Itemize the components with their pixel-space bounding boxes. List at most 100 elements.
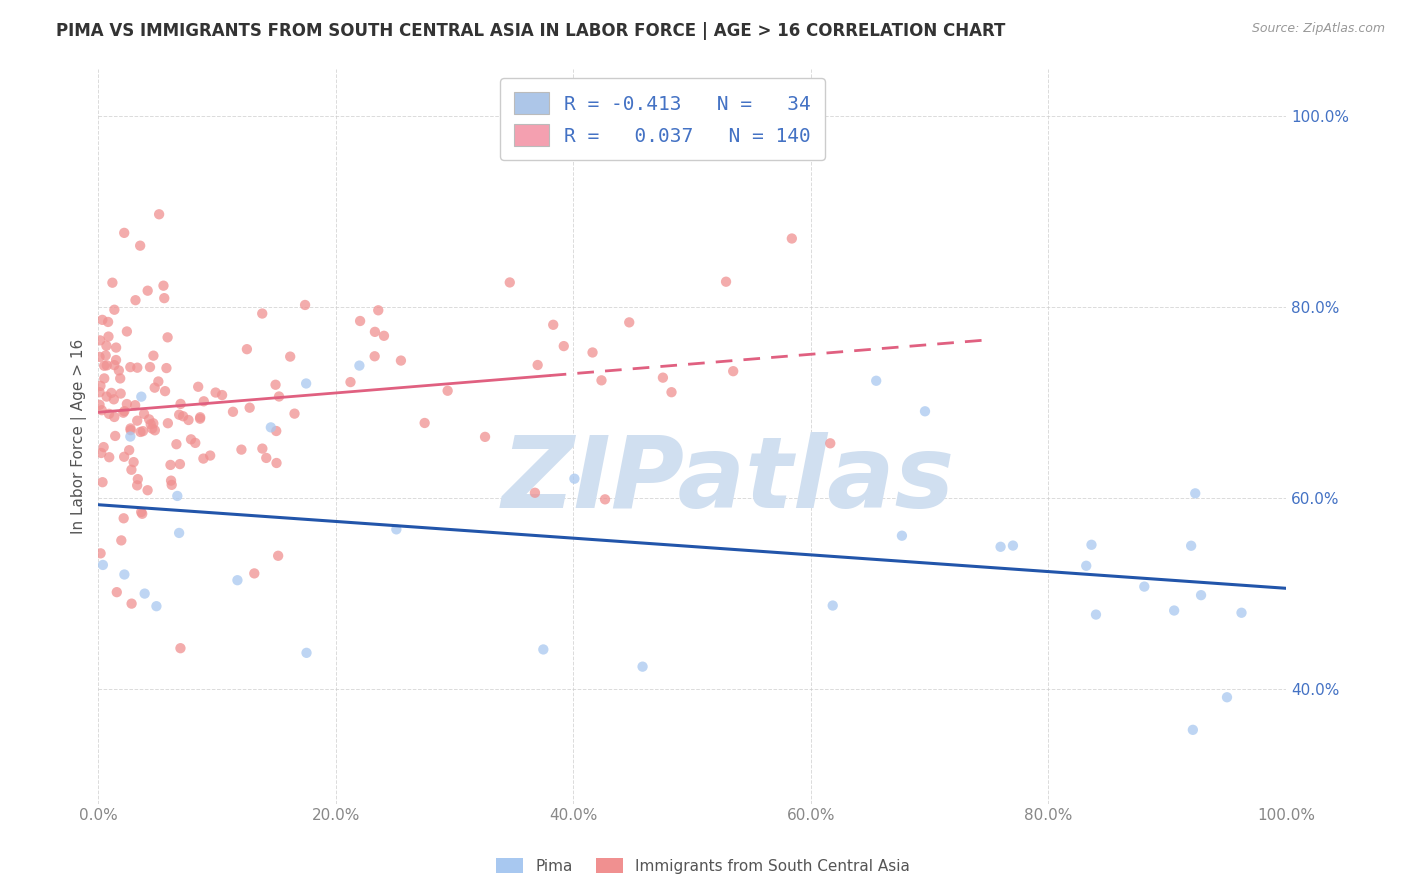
Point [120, 360, 142, 375]
Point [1133, 580, 1156, 594]
Legend: R = -0.413   N =   34, R =   0.037   N = 140: R = -0.413 N = 34, R = 0.037 N = 140 [501, 78, 825, 160]
Point [531, 642, 554, 657]
Text: ZIPatlas: ZIPatlas [501, 432, 955, 529]
Point [155, 361, 177, 376]
Point [90, 446, 112, 460]
Point [619, 315, 641, 329]
Text: PIMA VS IMMIGRANTS FROM SOUTH CENTRAL ASIA IN LABOR FORCE | AGE > 16 CORRELATION: PIMA VS IMMIGRANTS FROM SOUTH CENTRAL AS… [56, 22, 1005, 40]
Point [1001, 539, 1024, 553]
Point [367, 303, 389, 318]
Point [167, 408, 190, 422]
Point [143, 423, 166, 437]
Point [98, 407, 121, 421]
Point [89, 350, 111, 364]
Point [1230, 606, 1253, 620]
Point [89, 334, 111, 348]
Point [553, 339, 575, 353]
Point [1076, 558, 1098, 573]
Point [436, 384, 458, 398]
Point [124, 398, 146, 412]
Point [172, 409, 194, 424]
Point [413, 416, 436, 430]
Point [148, 207, 170, 221]
Point [177, 413, 200, 427]
Point [124, 293, 146, 308]
Point [169, 457, 191, 471]
Point [226, 573, 249, 587]
Point [1080, 538, 1102, 552]
Point [865, 374, 887, 388]
Point [890, 529, 912, 543]
Point [96, 339, 118, 353]
Point [349, 359, 371, 373]
Point [264, 424, 287, 438]
Point [389, 353, 412, 368]
Point [105, 341, 128, 355]
Point [94, 348, 117, 362]
Point [1184, 486, 1206, 500]
Point [254, 450, 277, 465]
Point [721, 364, 744, 378]
Point [91, 313, 114, 327]
Point [198, 449, 221, 463]
Point [160, 478, 183, 492]
Point [283, 407, 305, 421]
Point [222, 405, 245, 419]
Point [122, 455, 145, 469]
Point [156, 416, 179, 430]
Point [112, 567, 135, 582]
Point [90, 546, 112, 560]
Point [110, 533, 132, 548]
Point [143, 381, 166, 395]
Point [541, 318, 564, 332]
Point [821, 599, 844, 613]
Point [115, 397, 138, 411]
Point [188, 410, 211, 425]
Point [526, 358, 548, 372]
Point [278, 350, 301, 364]
Point [499, 276, 522, 290]
Point [120, 429, 142, 443]
Point [193, 394, 215, 409]
Point [112, 404, 135, 418]
Y-axis label: In Labor Force | Age > 16: In Labor Force | Age > 16 [72, 338, 87, 533]
Point [153, 384, 176, 399]
Point [127, 414, 149, 428]
Point [96, 390, 118, 404]
Point [169, 641, 191, 656]
Point [591, 373, 613, 387]
Point [349, 314, 371, 328]
Point [165, 437, 187, 451]
Point [103, 392, 125, 407]
Point [141, 421, 163, 435]
Point [820, 436, 842, 450]
Point [1181, 723, 1204, 737]
Point [252, 442, 274, 456]
Point [105, 585, 128, 599]
Point [780, 231, 803, 245]
Point [152, 278, 174, 293]
Point [266, 456, 288, 470]
Point [581, 345, 603, 359]
Point [914, 404, 936, 418]
Point [193, 451, 215, 466]
Point [204, 385, 226, 400]
Point [1180, 539, 1202, 553]
Point [148, 375, 170, 389]
Point [160, 474, 183, 488]
Point [112, 226, 135, 240]
Point [295, 376, 318, 391]
Point [120, 421, 142, 435]
Point [121, 597, 143, 611]
Point [134, 586, 156, 600]
Point [1084, 607, 1107, 622]
Point [89, 398, 111, 412]
Point [139, 360, 162, 375]
Point [139, 417, 162, 432]
Point [98, 450, 121, 465]
Point [90, 403, 112, 417]
Point [523, 485, 546, 500]
Point [166, 489, 188, 503]
Point [474, 430, 496, 444]
Point [129, 505, 152, 519]
